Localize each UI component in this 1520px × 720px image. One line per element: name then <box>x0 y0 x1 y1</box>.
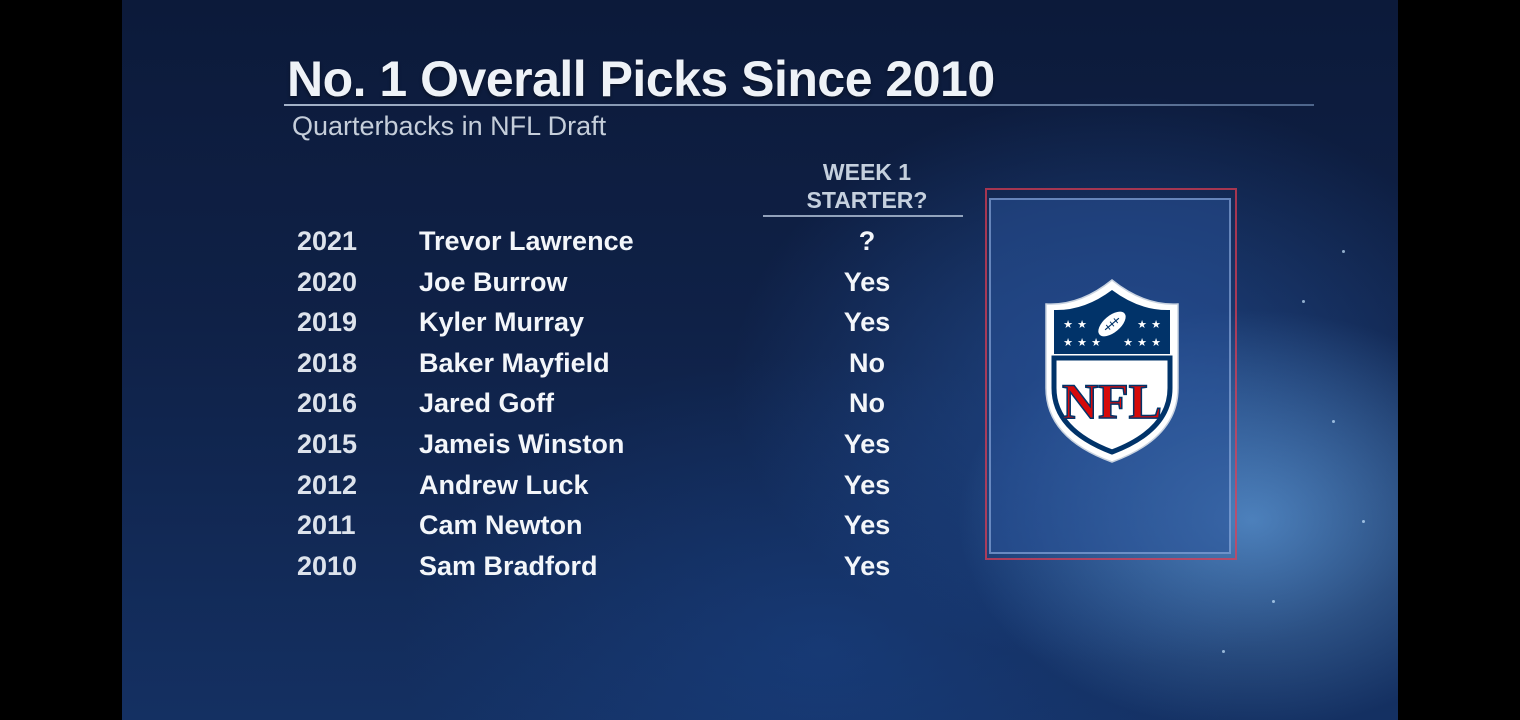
svg-text:★: ★ <box>1077 336 1087 349</box>
row-starter: No <box>849 388 885 419</box>
picks-table: 2021 Trevor Lawrence ? 2020 Joe Burrow Y… <box>122 222 1022 587</box>
row-year: 2015 <box>297 428 358 459</box>
column-header-line2: STARTER? <box>806 187 928 213</box>
nfl-shield-logo-icon: ★ ★ ★ ★ ★ ★ ★ ★ ★ ★ NFL <box>1045 279 1179 463</box>
title-divider <box>284 104 1314 106</box>
row-player-name: Baker Mayfield <box>419 347 610 378</box>
svg-text:★: ★ <box>1063 318 1073 331</box>
svg-text:★: ★ <box>1091 336 1101 349</box>
sparkle <box>1302 300 1305 303</box>
logo-frame <box>985 188 1237 560</box>
row-starter: ? <box>858 226 876 256</box>
table-row: 2019 Kyler Murray Yes <box>122 303 1022 344</box>
row-starter: Yes <box>843 307 891 338</box>
svg-text:★: ★ <box>1151 336 1161 349</box>
svg-text:★: ★ <box>1077 318 1087 331</box>
sparkle <box>1272 600 1275 603</box>
row-starter: Yes <box>843 469 891 500</box>
page-subtitle: Quarterbacks in NFL Draft <box>292 111 607 141</box>
page-title: No. 1 Overall Picks Since 2010 <box>287 51 995 107</box>
row-year: 2021 <box>297 226 358 256</box>
row-starter: Yes <box>843 428 891 459</box>
table-row: 2021 Trevor Lawrence ? <box>122 222 1022 263</box>
row-player-name: Trevor Lawrence <box>419 226 634 256</box>
row-player-name: Kyler Murray <box>419 307 585 338</box>
svg-text:★: ★ <box>1151 318 1161 331</box>
table-row: 2010 Sam Bradford Yes <box>122 547 1022 588</box>
row-starter: No <box>849 347 885 378</box>
logo-panel <box>989 198 1231 554</box>
table-row: 2015 Jameis Winston Yes <box>122 425 1022 466</box>
row-year: 2018 <box>297 347 358 378</box>
row-year: 2020 <box>297 266 358 297</box>
table-row: 2016 Jared Goff No <box>122 384 1022 425</box>
svg-text:★: ★ <box>1123 336 1133 349</box>
row-player-name: Cam Newton <box>419 510 583 541</box>
row-year: 2010 <box>297 550 358 581</box>
row-year: 2011 <box>297 510 356 541</box>
svg-text:★: ★ <box>1137 336 1147 349</box>
table-row: 2018 Baker Mayfield No <box>122 344 1022 385</box>
sparkle <box>1342 250 1345 253</box>
row-player-name: Jared Goff <box>419 388 555 419</box>
nfl-logo-text: NFL <box>1062 373 1162 429</box>
column-header-line1: WEEK 1 <box>822 159 912 185</box>
table-row: 2020 Joe Burrow Yes <box>122 263 1022 304</box>
row-year: 2016 <box>297 388 358 419</box>
row-year: 2019 <box>297 307 358 338</box>
table-row: 2011 Cam Newton Yes <box>122 506 1022 547</box>
row-starter: Yes <box>843 510 891 541</box>
row-player-name: Sam Bradford <box>419 550 598 581</box>
sparkle <box>1222 650 1225 653</box>
row-player-name: Andrew Luck <box>419 469 589 500</box>
table-row: 2012 Andrew Luck Yes <box>122 466 1022 507</box>
sparkle <box>1362 520 1365 523</box>
svg-text:★: ★ <box>1137 318 1147 331</box>
row-player-name: Jameis Winston <box>419 428 625 459</box>
broadcast-graphic: No. 1 Overall Picks Since 2010 Quarterba… <box>122 0 1398 720</box>
svg-text:★: ★ <box>1063 336 1073 349</box>
row-year: 2012 <box>297 469 358 500</box>
column-header-divider <box>763 215 963 217</box>
sparkle <box>1332 420 1335 423</box>
row-starter: Yes <box>843 550 891 581</box>
column-header-starter: WEEK 1 STARTER? <box>762 158 972 214</box>
row-player-name: Joe Burrow <box>419 266 568 297</box>
row-starter: Yes <box>843 266 891 297</box>
